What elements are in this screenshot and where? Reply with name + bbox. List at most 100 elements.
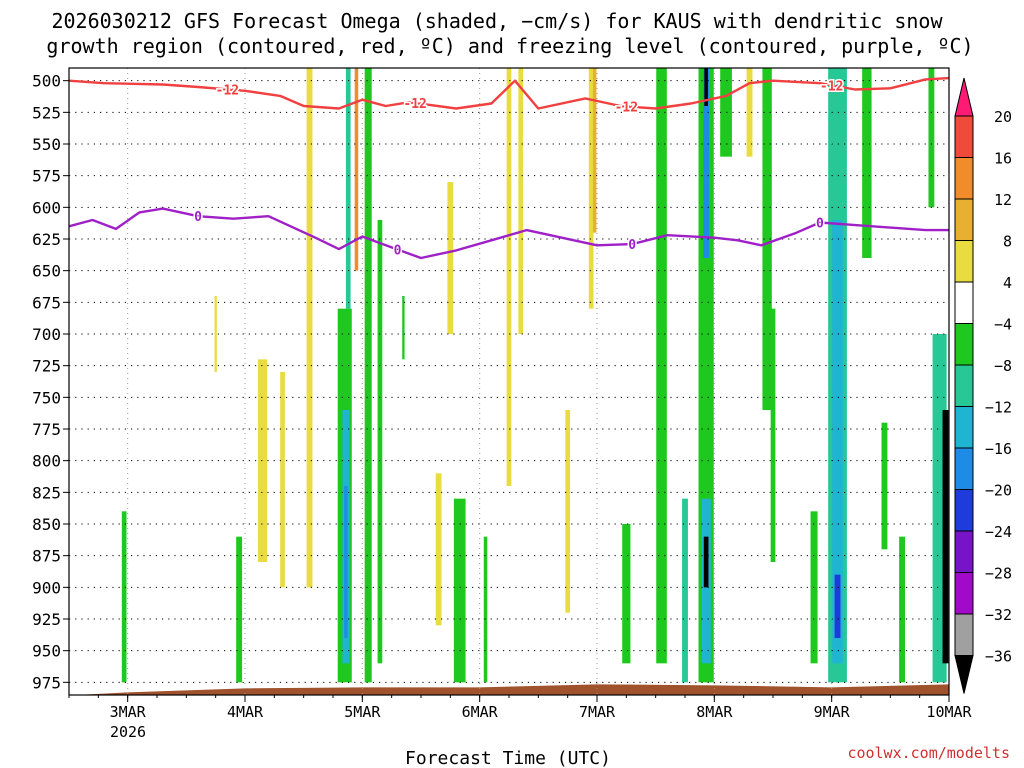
xtick-label-0: 3MAR: [110, 703, 147, 721]
ytick-label-750: 750: [32, 388, 61, 407]
omega-cell-13: [402, 296, 405, 360]
colorbar-label-3: 8: [1003, 233, 1012, 251]
colorbar-label-9: −20: [985, 482, 1012, 500]
colorbar-swatch-4: [954, 240, 974, 283]
omega-cell-23: [622, 524, 631, 664]
colorbar-label-5: −4: [994, 316, 1012, 334]
contour-lines: -12 -12 -12 -12 0 0 0 0: [68, 76, 950, 260]
contour-label-dgz_red-1: -12: [403, 97, 426, 112]
ytick-label-900: 900: [32, 578, 61, 597]
colorbar-label-1: 16: [994, 150, 1012, 168]
omega-cell-42: [928, 68, 935, 208]
omega-cell-28: [703, 68, 710, 258]
contour-label-dgz_red-2: -12: [615, 100, 638, 115]
omega-cell-37: [832, 220, 843, 664]
colorbar-swatch-13: [954, 613, 974, 656]
omega-cell-33: [762, 68, 772, 410]
contour-label-freezing_purple-2: 0: [628, 238, 636, 253]
contour-dgz_red: [68, 76, 950, 110]
colorbar: 20 16 12 8 4 −4 −8 −12 −16 −20 −24 −28 −32 −36: [954, 77, 1012, 694]
omega-cell-17: [483, 536, 488, 683]
omega-cell-11: [364, 68, 372, 683]
colorbar-swatch-1: [954, 115, 974, 158]
contour-label-freezing_purple-1: 0: [394, 244, 402, 259]
xtick-label-3: 6MAR: [462, 703, 499, 721]
omega-cell-41: [899, 536, 905, 683]
ytick-label-975: 975: [32, 673, 61, 692]
omega-cell-4: [280, 372, 285, 588]
colorbar-swatch-8: [954, 406, 974, 449]
colorbar-swatch-2: [954, 157, 974, 200]
xtick-label-7: 10MAR: [926, 703, 972, 721]
omega-cell-34: [770, 308, 776, 562]
omega-cell-24: [656, 68, 667, 664]
omega-cell-19: [518, 68, 524, 334]
xtick-label-2: 5MAR: [344, 703, 381, 721]
omega-cell-0: [121, 511, 127, 683]
omega-cell-5: [306, 68, 313, 588]
omega-cell-10: [354, 68, 359, 271]
omega-cell-44: [942, 410, 949, 664]
ytick-label-950: 950: [32, 642, 61, 661]
omega-cell-20: [565, 410, 571, 613]
contour-label-freezing_purple-3: 0: [816, 217, 824, 232]
colorbar-swatch-5: [954, 281, 974, 324]
y-axis: 500 525 550 575 600 625 650 675 700 725 750 775 800 8…: [32, 72, 69, 692]
omega-cell-40: [881, 422, 888, 550]
contour-label-freezing_purple-0: 0: [194, 210, 202, 225]
xtick-label-5: 8MAR: [696, 703, 733, 721]
colorbar-swatch-3: [954, 198, 974, 241]
ground-fill: [69, 684, 949, 696]
omega-cell-21: [588, 68, 594, 309]
omega-cell-38: [834, 574, 841, 638]
colorbar-label-2: 12: [994, 191, 1012, 209]
colorbar-label-12: −32: [985, 606, 1012, 624]
xtick-label-1: 4MAR: [227, 703, 264, 721]
colorbar-label-8: −16: [985, 440, 1012, 458]
omega-cell-1: [236, 536, 243, 683]
colorbar-top-triangle: [954, 77, 974, 117]
ytick-label-725: 725: [32, 357, 61, 376]
omega-cell-8: [344, 486, 348, 638]
colorbar-swatch-9: [954, 447, 974, 490]
colorbar-swatch-10: [954, 489, 974, 532]
omega-cell-9: [345, 68, 351, 309]
ytick-label-925: 925: [32, 610, 61, 629]
omega-shading: [121, 68, 949, 683]
omega-cell-14: [435, 473, 442, 626]
ytick-label-875: 875: [32, 547, 61, 566]
contour-label-dgz_red-0: -12: [216, 83, 239, 98]
ytick-label-800: 800: [32, 452, 61, 471]
omega-cell-15: [447, 182, 454, 334]
omega-cell-31: [720, 68, 732, 157]
colorbar-swatch-11: [954, 530, 974, 573]
omega-cell-12: [377, 220, 383, 664]
ytick-label-775: 775: [32, 420, 61, 439]
colorbar-swatch-7: [954, 364, 974, 407]
ytick-label-500: 500: [32, 72, 61, 91]
colorbar-label-11: −28: [985, 565, 1012, 583]
ytick-label-700: 700: [32, 325, 61, 344]
colorbar-label-10: −24: [985, 523, 1012, 541]
ytick-label-650: 650: [32, 262, 61, 281]
colorbar-bottom-triangle: [954, 655, 974, 694]
xtick-label-6: 9MAR: [814, 703, 851, 721]
omega-cell-2: [214, 296, 217, 372]
ground-surface: [69, 684, 949, 696]
omega-cell-32: [746, 68, 753, 157]
ytick-label-825: 825: [32, 483, 61, 502]
ytick-label-550: 550: [32, 135, 61, 154]
contour-label-dgz_red-3: -12: [820, 79, 843, 94]
omega-cell-18: [506, 68, 512, 486]
colorbar-swatch-12: [954, 572, 974, 615]
ytick-label-625: 625: [32, 230, 61, 249]
omega-cell-22: [592, 68, 597, 233]
xtick-label-4: 7MAR: [579, 703, 616, 721]
chart-subtitle: growth region (contoured, red, ºC) and f…: [46, 34, 973, 58]
ytick-label-600: 600: [32, 198, 61, 217]
x-axis: 3MAR 4MAR 5MAR 6MAR 7MAR 8MAR 9MAR 10MAR: [68, 695, 973, 721]
ytick-label-850: 850: [32, 515, 61, 534]
colorbar-swatch-6: [954, 323, 974, 366]
omega-cell-39: [862, 68, 872, 258]
contour-freezing_purple: [68, 207, 949, 260]
